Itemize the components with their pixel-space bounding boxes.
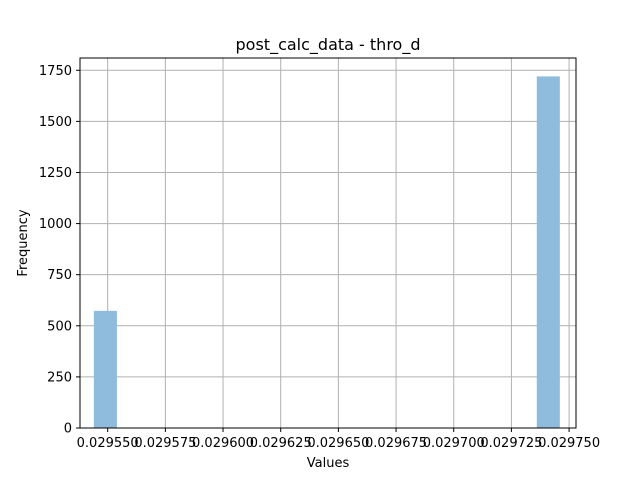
y-axis-label: Frequency (16, 209, 31, 276)
bars (93, 76, 560, 428)
y-tick-label: 1500 (39, 115, 72, 130)
histogram-bar-1 (536, 76, 560, 428)
x-tick-label: 0.029725 (480, 436, 542, 451)
y-tick-label: 1750 (39, 64, 72, 79)
x-tick-label: 0.029675 (365, 436, 427, 451)
y-tick-label: 250 (47, 370, 72, 385)
plot-frame (79, 57, 577, 429)
x-tick-label: 0.029700 (423, 436, 485, 451)
y-tick-label: 0 (64, 422, 72, 437)
x-axis-label: Values (307, 456, 350, 471)
y-tick-label: 1250 (39, 166, 72, 181)
histogram-bar-0 (93, 310, 117, 428)
y-tick-label: 500 (47, 319, 72, 334)
x-tick-label: 0.029650 (307, 436, 369, 451)
x-tick-label: 0.029600 (192, 436, 254, 451)
y-tick-label: 1000 (39, 217, 72, 232)
y-tick-label: 750 (47, 268, 72, 283)
x-tick-label: 0.029750 (538, 436, 600, 451)
x-tick-label: 0.029625 (250, 436, 312, 451)
x-axis-ticks: 0.0295500.0295750.0296000.0296250.029650… (77, 428, 600, 451)
x-tick-label: 0.029575 (134, 436, 196, 451)
chart-title: post_calc_data - thro_d (236, 35, 421, 55)
y-axis-ticks: 0 250 500 750 1000 1250 1500 1750 (39, 64, 80, 437)
x-tick-label: 0.029550 (77, 436, 139, 451)
